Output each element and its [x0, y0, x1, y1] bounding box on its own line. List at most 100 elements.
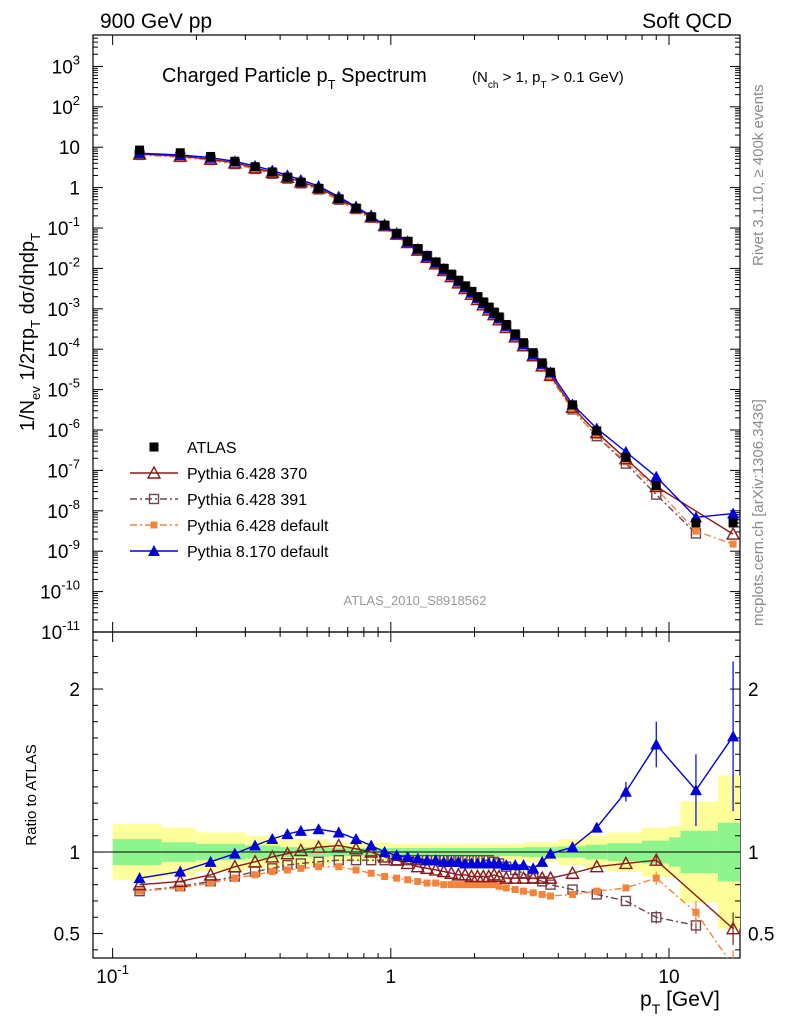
- y-tick-label: 10: [59, 138, 80, 159]
- ratio-point: [176, 884, 184, 892]
- ratio-point: [204, 855, 217, 867]
- data-point: [494, 312, 504, 322]
- legend-marker: [148, 493, 160, 505]
- ratio-point: [331, 838, 346, 852]
- legend-marker: [148, 545, 160, 556]
- ratio-point: [283, 866, 291, 874]
- y-tick-label: 103: [52, 52, 80, 78]
- data-point: [175, 148, 185, 158]
- ratio-point: [350, 855, 362, 866]
- data-point: [296, 177, 306, 187]
- x-tick-label: 10-1: [96, 962, 129, 988]
- data-point: [568, 400, 578, 410]
- ratio-point: [265, 849, 280, 863]
- ratio-point: [365, 855, 377, 866]
- ratio-point: [251, 871, 259, 879]
- x-tick-label: 1: [386, 967, 397, 988]
- ratio-point: [485, 881, 493, 889]
- legend-label: ATLAS: [187, 440, 237, 457]
- ratio-point: [730, 963, 737, 970]
- ratio-point: [511, 886, 519, 894]
- ratio-point: [565, 865, 580, 879]
- ratio-point: [419, 860, 435, 875]
- ratio-point: [620, 895, 632, 907]
- y-tick-label: 10-5: [47, 376, 80, 402]
- ratio-point: [428, 862, 443, 876]
- ratio-point: [490, 881, 498, 889]
- data-point: [446, 269, 456, 279]
- ratio-point: [231, 874, 239, 882]
- spectrum-line: [139, 152, 734, 519]
- data-point: [592, 426, 602, 436]
- ratio-point: [569, 890, 577, 898]
- chart-subtitle: (Nch > 1, pT > 0.1 GeV): [472, 69, 624, 91]
- data-point: [250, 162, 260, 172]
- ratio-point: [544, 847, 557, 859]
- ratio-point: [203, 867, 218, 881]
- ratio-point: [247, 854, 263, 868]
- ratio-point: [491, 869, 507, 883]
- ratio-point: [447, 881, 455, 889]
- ratio-line: [139, 866, 729, 958]
- ratio-point: [651, 912, 662, 923]
- ratio-point: [440, 881, 448, 889]
- ratio-point: [174, 865, 187, 877]
- data-point: [478, 297, 488, 307]
- ratio-point: [228, 847, 241, 859]
- data-point: [282, 172, 292, 182]
- data-point: [473, 292, 483, 302]
- ratio-point: [335, 863, 343, 871]
- ratio-point: [725, 921, 740, 935]
- data-point: [334, 194, 344, 204]
- ratio-point: [516, 870, 531, 884]
- ratio-point: [727, 730, 740, 742]
- ratio-point: [312, 823, 325, 835]
- data-point: [489, 307, 499, 317]
- ratio-point: [249, 839, 262, 851]
- legend-label: Pythia 6.428 default: [187, 518, 329, 535]
- ratio-point: [315, 863, 323, 871]
- legend-label: Pythia 6.428 391: [187, 492, 307, 509]
- data-point: [651, 481, 661, 491]
- y-tick-label: 10-3: [47, 295, 80, 321]
- ratio-point: [423, 879, 431, 887]
- ratio-point: [527, 862, 540, 874]
- data-point: [537, 358, 547, 368]
- spectrum-point: [729, 540, 737, 548]
- data-point: [545, 367, 555, 377]
- data-point: [392, 228, 402, 238]
- y-tick-label: 102: [52, 93, 80, 119]
- ratio-point: [429, 854, 442, 866]
- data-point: [403, 236, 413, 246]
- ratio-point: [294, 824, 307, 836]
- ratio-point: [350, 833, 363, 845]
- ratio-point: [495, 882, 503, 890]
- ratio-point: [517, 859, 530, 871]
- data-point: [453, 275, 463, 285]
- ratio-point: [365, 839, 378, 851]
- ratio-point: [136, 887, 144, 895]
- ratio-point: [421, 854, 434, 866]
- ratio-point: [500, 859, 513, 871]
- ratio-point: [457, 867, 473, 881]
- ratio-point: [502, 884, 510, 892]
- ratio-point: [526, 870, 541, 884]
- data-point: [519, 338, 529, 348]
- data-point: [528, 348, 538, 358]
- data-point: [351, 203, 361, 213]
- spectrum-point: [546, 374, 554, 382]
- spectrum-point: [569, 406, 577, 414]
- data-point: [431, 257, 441, 267]
- legend-marker: [146, 465, 162, 479]
- data-point: [380, 220, 390, 230]
- ratio-point: [173, 873, 188, 888]
- legend-marker: [149, 442, 159, 452]
- ratio-point: [266, 833, 279, 845]
- y-tick-label: 10-9: [47, 537, 80, 563]
- data-point: [621, 452, 631, 462]
- ratio-point: [649, 852, 664, 866]
- ratio-point: [393, 874, 401, 882]
- spectrum-point: [593, 432, 601, 440]
- legend-label: Pythia 8.170 default: [187, 544, 329, 561]
- upper-panel: 10-1110-1010-910-810-710-610-510-410-310…: [17, 34, 741, 644]
